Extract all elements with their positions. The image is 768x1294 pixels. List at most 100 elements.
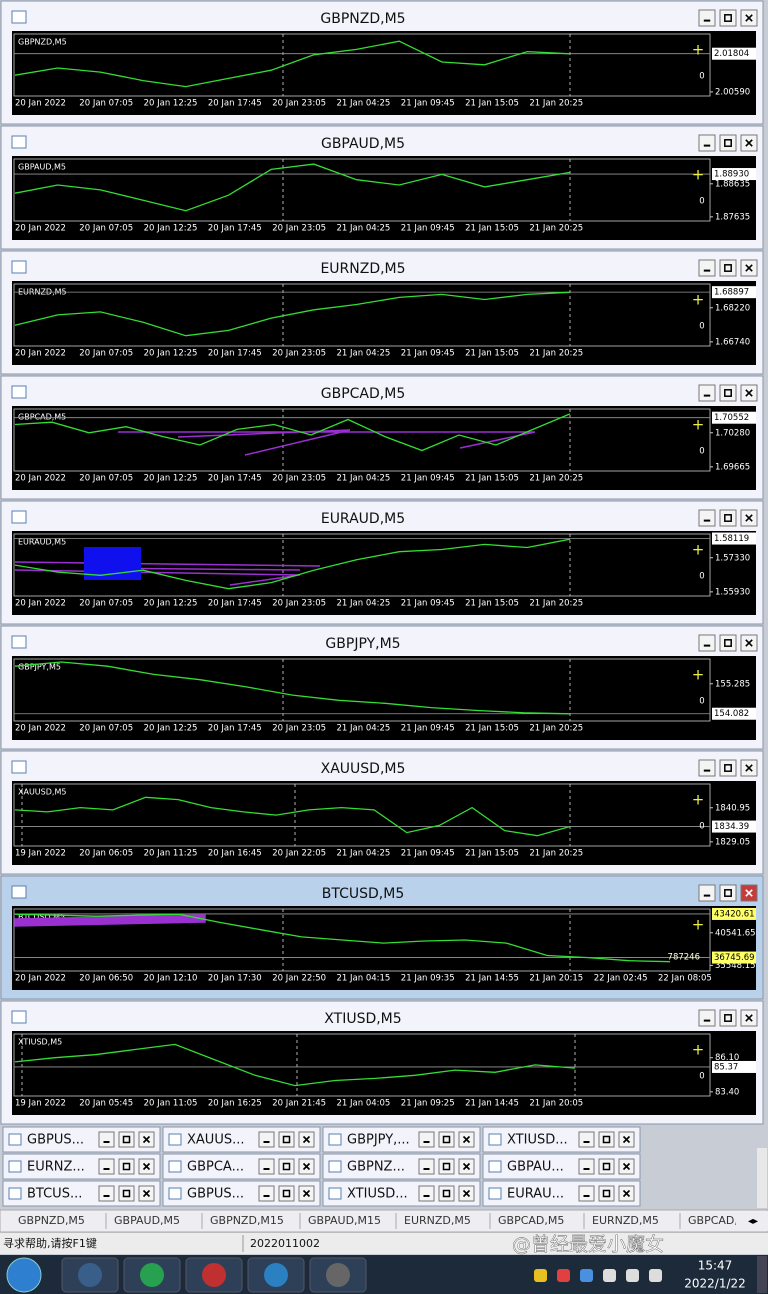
- x-label: 20 Jan 12:25: [144, 349, 198, 359]
- icon: [745, 1014, 753, 1022]
- chart-tab[interactable]: EURNZD,M5: [404, 1214, 471, 1227]
- window-min-button[interactable]: [258, 1158, 275, 1175]
- icon: [282, 1135, 291, 1144]
- app-icon: [140, 1263, 164, 1287]
- window-max-button[interactable]: [719, 884, 737, 902]
- window-max-button[interactable]: [118, 1185, 135, 1202]
- chart-tab[interactable]: GBPAUD,M15: [308, 1214, 381, 1227]
- chart-area: [12, 281, 756, 365]
- icon: [142, 1189, 151, 1198]
- window-icon: [11, 135, 27, 149]
- window-max-button[interactable]: [598, 1158, 615, 1175]
- window-min-button[interactable]: [578, 1131, 595, 1148]
- indicator-cross: +: [692, 166, 705, 184]
- window-max-button[interactable]: [438, 1185, 455, 1202]
- x-label: 20 Jan 2022: [15, 599, 66, 609]
- window-min-button[interactable]: [578, 1185, 595, 1202]
- window-min-button[interactable]: [418, 1185, 435, 1202]
- window-max-button[interactable]: [598, 1131, 615, 1148]
- window-max-button[interactable]: [719, 134, 737, 152]
- tray-icon[interactable]: [534, 1269, 547, 1282]
- plot-border: [13, 33, 711, 97]
- window-max-button[interactable]: [118, 1131, 135, 1148]
- tray-icon[interactable]: [557, 1269, 570, 1282]
- window-min-button[interactable]: [418, 1158, 435, 1175]
- price-label: 1.66740: [715, 337, 750, 347]
- window-icon: [8, 1133, 22, 1146]
- x-label: 21 Jan 20:05: [529, 1099, 583, 1109]
- x-label: 21 Jan 14:55: [465, 974, 519, 984]
- window-min-button[interactable]: [418, 1131, 435, 1148]
- window-max-button[interactable]: [719, 1009, 737, 1027]
- tray-icon[interactable]: [649, 1269, 662, 1282]
- window-min-button[interactable]: [698, 259, 716, 277]
- tab-arrows: ◂▸: [748, 1216, 758, 1227]
- window-min-button[interactable]: [698, 884, 716, 902]
- indicator-cross: +: [692, 291, 705, 309]
- x-label: 21 Jan 04:15: [337, 974, 391, 984]
- start-button[interactable]: [6, 1257, 42, 1293]
- current-price-label: 154.082: [714, 709, 749, 719]
- chart-tab[interactable]: GBPNZD,M5: [18, 1214, 85, 1227]
- window-icon: [168, 1133, 182, 1146]
- window-min-button[interactable]: [698, 384, 716, 402]
- window-max-button[interactable]: [719, 759, 737, 777]
- window-min-button[interactable]: [698, 509, 716, 527]
- x-label: 22 Jan 08:05: [658, 974, 712, 984]
- window-icon: [11, 510, 27, 524]
- price-line: [14, 796, 571, 837]
- window-min-button[interactable]: [258, 1131, 275, 1148]
- window-min-button[interactable]: [98, 1185, 115, 1202]
- window-max-button[interactable]: [719, 634, 737, 652]
- x-label: 21 Jan 15:05: [465, 224, 519, 234]
- icon: [745, 889, 753, 897]
- x-label: 20 Jan 17:45: [208, 599, 262, 609]
- tray-icon[interactable]: [580, 1269, 593, 1282]
- minimized-title: XTIUSD...: [507, 1133, 568, 1148]
- window-min-button[interactable]: [698, 9, 716, 27]
- price-label: 83.40: [715, 1087, 739, 1097]
- window-max-button[interactable]: [719, 384, 737, 402]
- chart-tab[interactable]: GBPAUD,M5: [114, 1214, 180, 1227]
- show-desktop[interactable]: [757, 1256, 767, 1293]
- icon: [583, 1195, 590, 1197]
- window-max-button[interactable]: [438, 1158, 455, 1175]
- window-min-button[interactable]: [578, 1158, 595, 1175]
- price-box: [712, 1060, 756, 1073]
- x-label: 21 Jan 09:45: [401, 224, 455, 234]
- minimized-window[interactable]: [2, 1153, 161, 1180]
- window-min-button[interactable]: [98, 1158, 115, 1175]
- window-min-button[interactable]: [698, 759, 716, 777]
- icon: [462, 1135, 471, 1144]
- icon: [724, 1014, 732, 1022]
- x-label: 20 Jan 12:25: [144, 599, 198, 609]
- chart-tab[interactable]: GBPNZD,M15: [210, 1214, 284, 1227]
- window-max-button[interactable]: [118, 1158, 135, 1175]
- window-title: XTIUSD,M5: [324, 1011, 401, 1027]
- tray-icon[interactable]: [626, 1269, 639, 1282]
- window-min-button[interactable]: [258, 1185, 275, 1202]
- x-label: 20 Jan 16:45: [208, 849, 262, 859]
- window-min-button[interactable]: [698, 134, 716, 152]
- window-max-button[interactable]: [598, 1185, 615, 1202]
- window-max-button[interactable]: [278, 1185, 295, 1202]
- window-max-button[interactable]: [438, 1131, 455, 1148]
- window-max-button[interactable]: [719, 259, 737, 277]
- minimized-window[interactable]: [162, 1126, 321, 1153]
- window-max-button[interactable]: [719, 9, 737, 27]
- icon: [745, 639, 753, 647]
- tray-icon[interactable]: [603, 1269, 616, 1282]
- window-title: GBPNZD,M5: [320, 11, 405, 27]
- window-max-button[interactable]: [278, 1158, 295, 1175]
- window-min-button[interactable]: [698, 1009, 716, 1027]
- icon: [703, 144, 711, 147]
- chart-tab[interactable]: EURNZD,M5: [592, 1214, 659, 1227]
- window-min-button[interactable]: [98, 1131, 115, 1148]
- window-min-button[interactable]: [698, 634, 716, 652]
- chart-area: [12, 781, 756, 865]
- chart-tab[interactable]: GBPCAD,M5: [498, 1214, 564, 1227]
- symbol-label: XAUUSD,M5: [18, 788, 66, 797]
- window-max-button[interactable]: [278, 1131, 295, 1148]
- indicator-label: 0: [699, 197, 704, 207]
- window-max-button[interactable]: [719, 509, 737, 527]
